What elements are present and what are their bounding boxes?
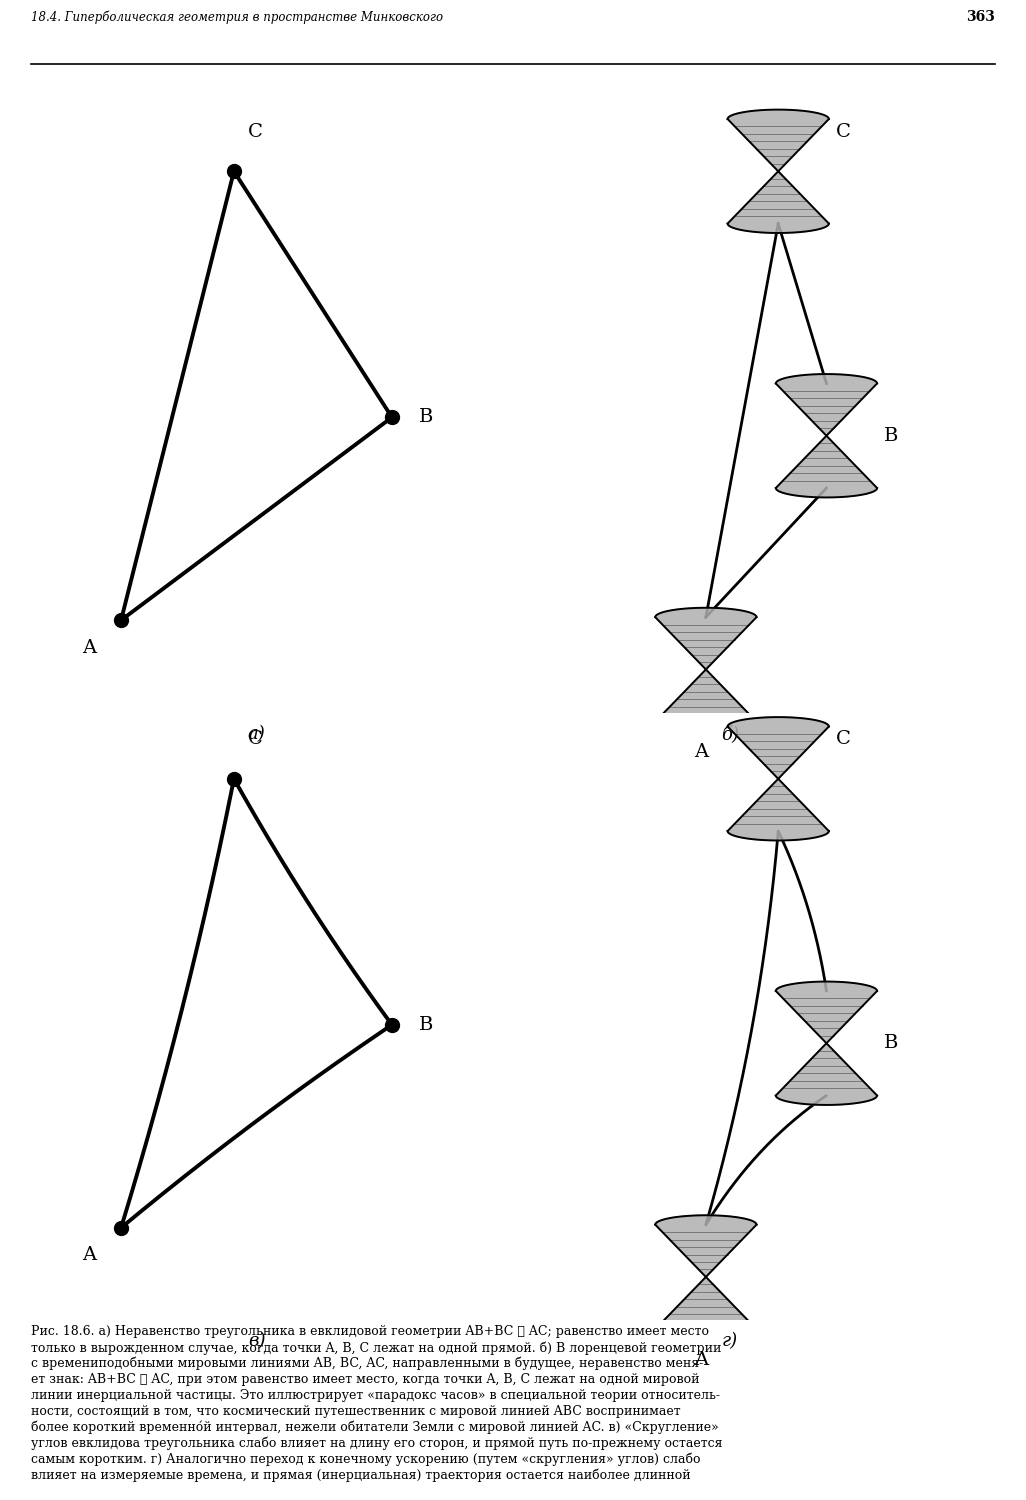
- Polygon shape: [776, 374, 877, 435]
- Point: [113, 609, 129, 633]
- Text: углов евклидова треугольника слабо влияет на длину его сторон, и прямой путь по-: углов евклидова треугольника слабо влияе…: [31, 1437, 722, 1450]
- Text: Рис. 18.6. а) Неравенство треугольника в евклидовой геометрии AB+BC ⩾ AC; равенс: Рис. 18.6. а) Неравенство треугольника в…: [31, 1324, 709, 1338]
- Text: C: C: [247, 730, 263, 748]
- Text: а): а): [247, 724, 266, 742]
- Polygon shape: [656, 1215, 756, 1276]
- Text: A: A: [694, 744, 708, 762]
- Point: [226, 766, 242, 790]
- Text: 18.4. Гиперболическая геометрия в пространстве Минковского: 18.4. Гиперболическая геометрия в простр…: [31, 10, 443, 24]
- Polygon shape: [727, 778, 829, 840]
- Text: б): б): [721, 724, 739, 742]
- Text: ности, состоящий в том, что космический путешественник с мировой линией ABC восп: ности, состоящий в том, что космический …: [31, 1404, 680, 1417]
- Text: B: B: [419, 1016, 433, 1034]
- Text: г): г): [722, 1332, 738, 1350]
- Polygon shape: [727, 110, 829, 171]
- Polygon shape: [776, 981, 877, 1044]
- Point: [113, 1215, 129, 1239]
- Text: только в вырожденном случае, когда точки A, B, C лежат на одной прямой. б) В лор: только в вырожденном случае, когда точки…: [31, 1341, 721, 1354]
- Text: линии инерциальной частицы. Это иллюстрирует «парадокс часов» в специальной теор: линии инерциальной частицы. Это иллюстри…: [31, 1389, 720, 1401]
- Text: 363: 363: [966, 10, 995, 24]
- Text: C: C: [247, 123, 263, 141]
- Text: влияет на измеряемые времена, и прямая (инерциальная) траектория остается наибол: влияет на измеряемые времена, и прямая (…: [31, 1468, 690, 1482]
- Text: самым коротким. г) Аналогично переход к конечному ускорению (путем «скругления» : самым коротким. г) Аналогично переход к …: [31, 1452, 701, 1466]
- Text: B: B: [419, 408, 433, 426]
- Text: C: C: [836, 123, 851, 141]
- Text: C: C: [836, 730, 851, 748]
- Text: A: A: [82, 1246, 96, 1264]
- Text: более короткий временно́й интервал, нежели обитатели Земли с мировой линией AC. : более короткий временно́й интервал, неже…: [31, 1420, 718, 1434]
- Text: A: A: [82, 639, 96, 657]
- Text: ет знак: AB+BC ⩽ AC, при этом равенство имеет место, когда точки A, B, C лежат н: ет знак: AB+BC ⩽ AC, при этом равенство …: [31, 1372, 700, 1386]
- Text: с времениподобными мировыми линиями AB, BC, AC, направленными в будущее, неравен: с времениподобными мировыми линиями AB, …: [31, 1358, 703, 1371]
- Polygon shape: [776, 435, 877, 498]
- Point: [226, 159, 242, 183]
- Polygon shape: [776, 1044, 877, 1106]
- Text: в): в): [247, 1332, 266, 1350]
- Polygon shape: [727, 717, 829, 778]
- Point: [384, 1013, 400, 1036]
- Text: A: A: [694, 1350, 708, 1368]
- Point: [384, 405, 400, 429]
- Text: B: B: [884, 426, 899, 444]
- Polygon shape: [727, 171, 829, 232]
- Polygon shape: [656, 669, 756, 730]
- Polygon shape: [656, 608, 756, 669]
- Polygon shape: [656, 1276, 756, 1338]
- Text: B: B: [884, 1035, 899, 1053]
